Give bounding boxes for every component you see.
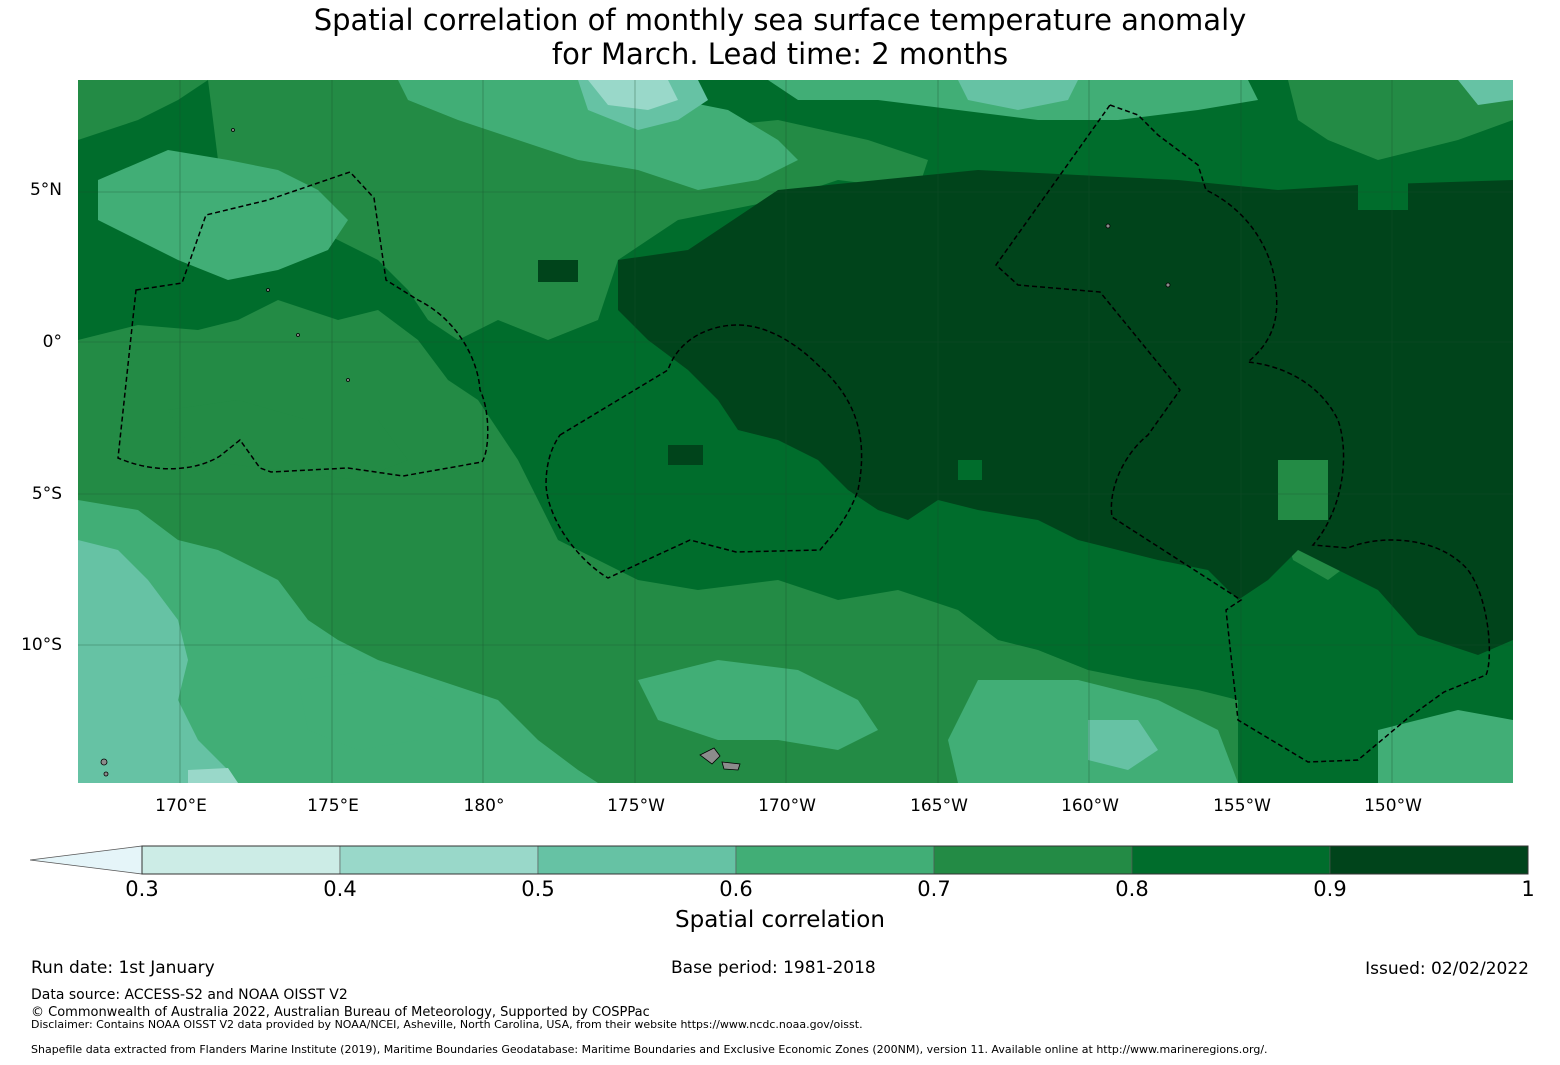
eez-boundary-central bbox=[545, 324, 863, 579]
lon-tick-155w: 155°W bbox=[1213, 796, 1271, 816]
colorbar bbox=[30, 845, 1529, 875]
disclaimer: Disclaimer: Contains NOAA OISST V2 data … bbox=[31, 1018, 863, 1031]
island-dot bbox=[100, 758, 108, 766]
island-dot bbox=[346, 378, 350, 382]
colorbar-tick-1: 1 bbox=[1521, 877, 1535, 901]
lon-tick-170e: 170°E bbox=[155, 796, 207, 816]
island-dot bbox=[103, 771, 109, 777]
eez-boundaries bbox=[117, 104, 1491, 763]
lon-tick-165w: 165°W bbox=[910, 796, 968, 816]
field-0.4-0.5 bbox=[188, 80, 678, 783]
island-dot bbox=[1165, 282, 1171, 288]
data-source: Data source: ACCESS-S2 and NOAA OISST V2 bbox=[31, 987, 348, 1003]
colorbar-tick-0.7: 0.7 bbox=[917, 877, 951, 901]
lon-tick-160w: 160°W bbox=[1061, 796, 1119, 816]
colorbar-bin-0.8-0.9 bbox=[1131, 845, 1331, 875]
colorbar-tick-0.5: 0.5 bbox=[521, 877, 555, 901]
colorbar-tick-0.8: 0.8 bbox=[1115, 877, 1149, 901]
shapefile-credit: Shapefile data extracted from Flanders M… bbox=[31, 1043, 1268, 1056]
island-dot bbox=[1105, 223, 1111, 229]
field-0.6-0.7 bbox=[78, 80, 1513, 783]
colorbar-bin-0.4-0.5 bbox=[339, 845, 539, 875]
copyright: © Commonwealth of Australia 2022, Austra… bbox=[31, 1005, 650, 1020]
correlation-map bbox=[78, 80, 1513, 783]
island-samoa-east bbox=[721, 761, 741, 771]
colorbar-bin-0.7-0.8 bbox=[933, 845, 1133, 875]
island-dot bbox=[296, 333, 300, 337]
islands bbox=[100, 128, 1171, 777]
colorbar-tick-0.6: 0.6 bbox=[719, 877, 753, 901]
base-period: Base period: 1981-2018 bbox=[671, 958, 876, 978]
issued-date: Issued: 02/02/2022 bbox=[1365, 959, 1529, 979]
lat-tick-10s: 10°S bbox=[21, 635, 62, 655]
colorbar-extend-arrow bbox=[30, 845, 143, 875]
colorbar-label: Spatial correlation bbox=[675, 907, 885, 933]
run-date: Run date: 1st January bbox=[31, 958, 215, 978]
lat-tick-5s: 5°S bbox=[31, 484, 62, 504]
colorbar-bin-0.6-0.7 bbox=[735, 845, 935, 875]
lat-tick-5n: 5°N bbox=[29, 180, 62, 200]
colorbar-bins bbox=[141, 845, 1529, 875]
graticule bbox=[78, 80, 1513, 783]
lon-tick-175w: 175°W bbox=[607, 796, 665, 816]
map-title-line-1: Spatial correlation of monthly sea surfa… bbox=[313, 3, 1247, 37]
lat-tick-0: 0° bbox=[42, 332, 62, 352]
colorbar-tick-0.9: 0.9 bbox=[1313, 877, 1347, 901]
colorbar-tick-0.3: 0.3 bbox=[125, 877, 159, 901]
colorbar-bin-0.5-0.6 bbox=[537, 845, 737, 875]
island-dot bbox=[266, 288, 270, 292]
island-samoa bbox=[699, 747, 721, 765]
lon-tick-175e: 175°E bbox=[307, 796, 359, 816]
lon-tick-150w: 150°W bbox=[1364, 796, 1422, 816]
field-0.9-1.0 bbox=[618, 170, 1513, 655]
colorbar-tick-0.4: 0.4 bbox=[323, 877, 357, 901]
colorbar-frame bbox=[141, 845, 1529, 875]
map-title-line-2: for March. Lead time: 2 months bbox=[551, 37, 1009, 71]
colorbar-bin-0.3-0.4 bbox=[141, 845, 341, 875]
eez-boundary-west bbox=[117, 171, 489, 477]
lon-tick-170w: 170°W bbox=[758, 796, 816, 816]
lon-tick-180: 180° bbox=[463, 796, 505, 816]
colorbar-bin-0.9-1 bbox=[1329, 845, 1529, 875]
island-dot bbox=[231, 128, 235, 132]
field-patches bbox=[538, 180, 1408, 520]
